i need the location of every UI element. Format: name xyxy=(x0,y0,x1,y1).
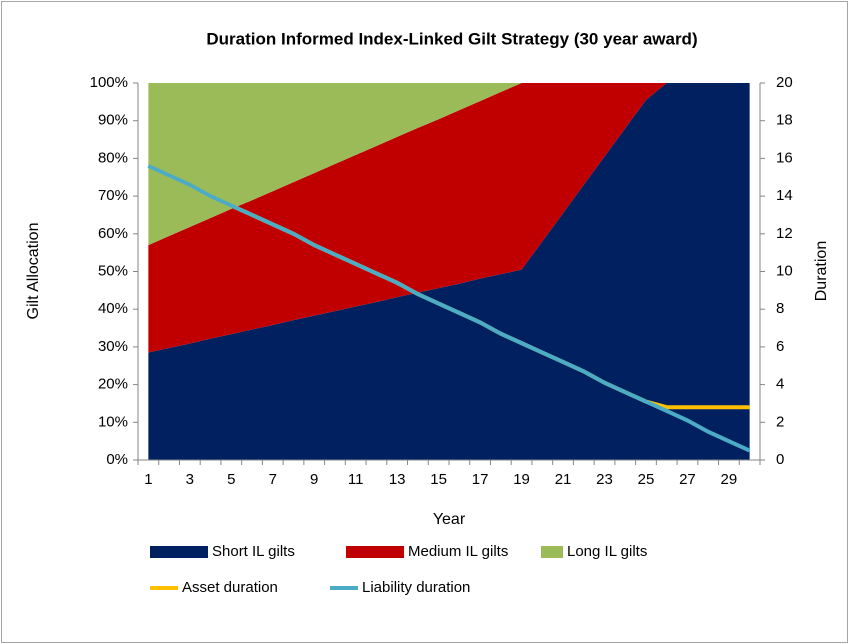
x-tick-label: 23 xyxy=(596,471,613,488)
legend-label: Asset duration xyxy=(182,579,278,596)
y-tick-label: 50% xyxy=(98,262,128,279)
area xyxy=(148,83,750,246)
x-tick-label: 27 xyxy=(679,471,696,488)
y-tick-label: 0% xyxy=(106,451,128,468)
area xyxy=(148,83,750,353)
y2-tick-label: 8 xyxy=(776,300,784,317)
legend-label: Short IL gilts xyxy=(212,543,295,560)
y2-tick-label: 10 xyxy=(776,262,793,279)
y-axis-title: Gilt Allocation xyxy=(25,223,42,320)
x-tick-label: 21 xyxy=(555,471,572,488)
x-tick-label: 13 xyxy=(389,471,406,488)
x-tick-label: 29 xyxy=(721,471,738,488)
y2-tick-label: 6 xyxy=(776,338,784,355)
chart-title: Duration Informed Index-Linked Gilt Stra… xyxy=(206,29,697,48)
x-tick-label: 3 xyxy=(186,471,194,488)
y-tick-label: 100% xyxy=(90,74,128,91)
y2-tick-label: 2 xyxy=(776,413,784,430)
y2-tick-label: 0 xyxy=(776,451,784,468)
x-tick-label: 25 xyxy=(638,471,655,488)
legend-swatch xyxy=(541,546,563,558)
x-tick-label: 11 xyxy=(348,471,364,488)
area xyxy=(148,83,750,460)
x-tick-label: 7 xyxy=(269,471,277,488)
y-tick-label: 10% xyxy=(98,413,128,430)
y2-tick-label: 20 xyxy=(776,74,793,91)
legend-label: Long IL gilts xyxy=(567,543,647,560)
y-tick-label: 60% xyxy=(98,225,128,242)
x-tick-label: 15 xyxy=(430,471,447,488)
x-tick-label: 9 xyxy=(310,471,318,488)
legend-label: Medium IL gilts xyxy=(408,543,508,560)
legend-swatch xyxy=(346,546,404,558)
y2-tick-label: 16 xyxy=(776,149,793,166)
x-tick-label: 5 xyxy=(227,471,235,488)
legend-swatch xyxy=(150,546,208,558)
y-tick-label: 20% xyxy=(98,376,128,393)
y-tick-label: 40% xyxy=(98,300,128,317)
y-tick-label: 70% xyxy=(98,187,128,204)
y-tick-label: 80% xyxy=(98,149,128,166)
y2-tick-label: 18 xyxy=(776,112,793,129)
y-tick-label: 30% xyxy=(98,338,128,355)
y-tick-label: 90% xyxy=(98,112,128,129)
x-tick-label: 19 xyxy=(513,471,530,488)
x-tick-label: 17 xyxy=(472,471,489,488)
y2-axis-title: Duration xyxy=(813,241,830,301)
y2-tick-label: 14 xyxy=(776,187,793,204)
line xyxy=(147,164,751,453)
x-axis-title: Year xyxy=(433,511,466,528)
y2-tick-label: 12 xyxy=(776,225,793,242)
x-tick-label: 1 xyxy=(144,471,152,488)
legend-label: Liability duration xyxy=(362,579,470,596)
y2-tick-label: 4 xyxy=(776,376,784,393)
